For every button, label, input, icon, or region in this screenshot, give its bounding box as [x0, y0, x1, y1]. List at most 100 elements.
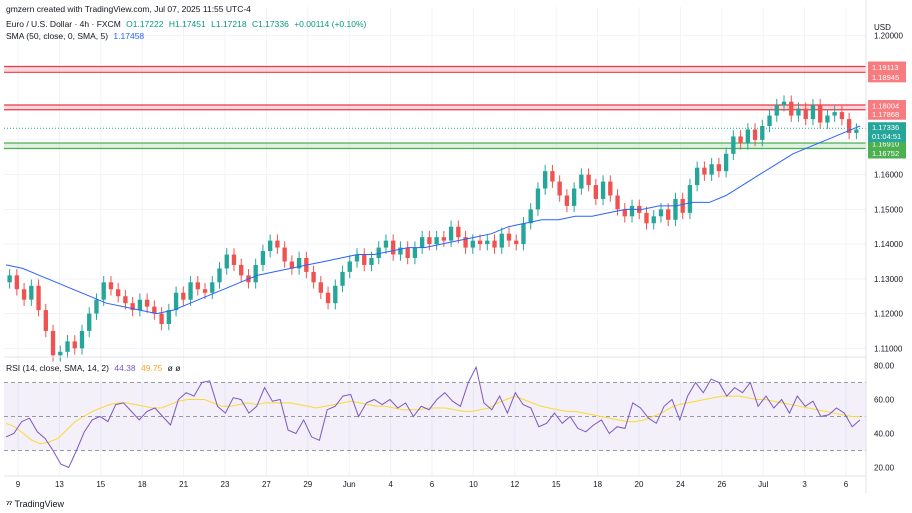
rsi-legend[interactable]: RSI (14, close, SMA, 14, 2) 44.38 49.75 …	[6, 363, 183, 373]
candle-body	[485, 240, 490, 245]
last-price-badge	[868, 122, 906, 143]
candle-body	[781, 101, 787, 106]
rsi-layer	[4, 382, 866, 451]
rsi-axis[interactable]: 80.00 60.00 40.00 20.00	[874, 362, 895, 473]
price-tick-label: 1.13000	[874, 275, 903, 284]
price-tick-label: 1.14000	[874, 240, 903, 249]
zone-price-badge	[868, 108, 906, 120]
candle-body	[622, 209, 627, 217]
candle-body	[629, 205, 635, 217]
candle-body	[767, 115, 772, 126]
zone-price-badge-text: 1.16910	[872, 140, 899, 149]
candle-body	[275, 240, 280, 248]
footer-branding[interactable]: ⁷⁷ TradingView	[6, 499, 64, 509]
candle-body	[282, 247, 287, 262]
ohlc-low: L1.17218	[211, 19, 247, 29]
candle-body	[347, 261, 352, 272]
sma-legend[interactable]: SMA (50, close, 0, SMA, 5) 1.17458	[6, 31, 147, 41]
candle-body	[738, 136, 743, 144]
zone-price-badge	[868, 100, 906, 112]
support-zone	[4, 143, 866, 149]
candle-body	[391, 240, 396, 255]
candle-body	[231, 254, 237, 265]
candle-body	[846, 119, 852, 133]
candle-body	[398, 247, 403, 255]
candle-body	[137, 299, 143, 311]
time-tick-label: 24	[676, 480, 685, 489]
candle-body	[564, 195, 570, 206]
price-tick-label: 1.12000	[874, 310, 903, 319]
candle-body	[586, 174, 591, 186]
candle-body	[412, 247, 418, 258]
ohlc-change: +0.00114 (+0.10%)	[294, 19, 367, 29]
candle-body	[608, 181, 613, 196]
candle-body	[810, 105, 816, 120]
time-tick-label: 20	[635, 480, 644, 489]
candle-body	[224, 254, 229, 269]
time-tick-label: 10	[469, 480, 478, 489]
candle-body	[803, 108, 808, 120]
tradingview-logo-icon: ⁷⁷	[6, 499, 13, 509]
candle-body	[116, 289, 121, 297]
candle-body	[477, 240, 483, 245]
candle-body	[144, 299, 150, 307]
symbol-legend[interactable]: Euro / U.S. Dollar · 4h · FXCM O1.17222 …	[6, 19, 369, 29]
price-tick-label: 1.20000	[874, 32, 903, 41]
candle-body	[514, 240, 519, 245]
candle-layer	[7, 95, 859, 362]
candle-body	[383, 240, 389, 248]
time-tick-label: Jul	[758, 480, 768, 489]
candle-body	[658, 209, 664, 217]
candle-body	[43, 310, 48, 331]
time-tick-label: 18	[138, 480, 147, 489]
last-price-badge-text: 1.17336	[872, 123, 899, 132]
candle-body	[600, 181, 606, 199]
ohlc-high: H1.17451	[168, 19, 206, 29]
candle-body	[101, 282, 106, 300]
time-tick-label: 27	[262, 480, 271, 489]
resistance-zone	[4, 105, 866, 110]
currency-label: USD	[874, 23, 891, 32]
candle-body	[528, 209, 533, 224]
time-tick-label: 6	[844, 480, 849, 489]
candle-body	[448, 226, 454, 241]
candle-body	[593, 185, 599, 199]
candle-body	[419, 237, 425, 248]
sma-label: SMA (50, close, 0, SMA, 5)	[6, 31, 109, 41]
rsi-value: 44.38	[114, 363, 136, 373]
candle-body	[188, 282, 193, 300]
candle-body	[50, 330, 56, 356]
time-tick-label: 13	[55, 480, 64, 489]
candle-body	[615, 195, 620, 210]
candle-body	[557, 181, 562, 196]
candle-body	[818, 105, 823, 123]
rsi-ma-value: 49.75	[141, 363, 163, 373]
candle-body	[839, 112, 845, 120]
candle-body	[752, 129, 758, 140]
candle-body	[354, 254, 360, 262]
time-tick-label: 9	[16, 480, 21, 489]
zone-price-badge	[868, 138, 906, 150]
candle-body	[651, 216, 656, 224]
time-axis[interactable]: 9 13 15 18 21 23 27 29 Jun 4 6 10 12 15 18 20 24 26 Jul 3 6	[16, 480, 849, 489]
candle-body	[202, 289, 208, 293]
candle-body	[687, 185, 693, 213]
candle-body	[311, 271, 316, 283]
candle-body	[159, 313, 164, 324]
candle-body	[492, 240, 497, 248]
candle-body	[152, 306, 157, 314]
candle-body	[325, 292, 331, 304]
time-tick-label: 26	[717, 480, 726, 489]
candle-body	[58, 351, 63, 356]
ohlc-open: O1.17222	[126, 19, 164, 29]
candle-body	[673, 198, 678, 220]
zone-price-badge-text: 1.16752	[872, 149, 899, 158]
candle-body	[217, 268, 222, 283]
time-tick-label: 4	[388, 480, 393, 489]
countdown-badge-text: 01:04:51	[872, 132, 901, 141]
rsi-label: RSI (14, close, SMA, 14, 2)	[6, 363, 109, 373]
zone-price-badge-text: 1.18945	[872, 73, 899, 82]
candle-body	[709, 164, 714, 175]
